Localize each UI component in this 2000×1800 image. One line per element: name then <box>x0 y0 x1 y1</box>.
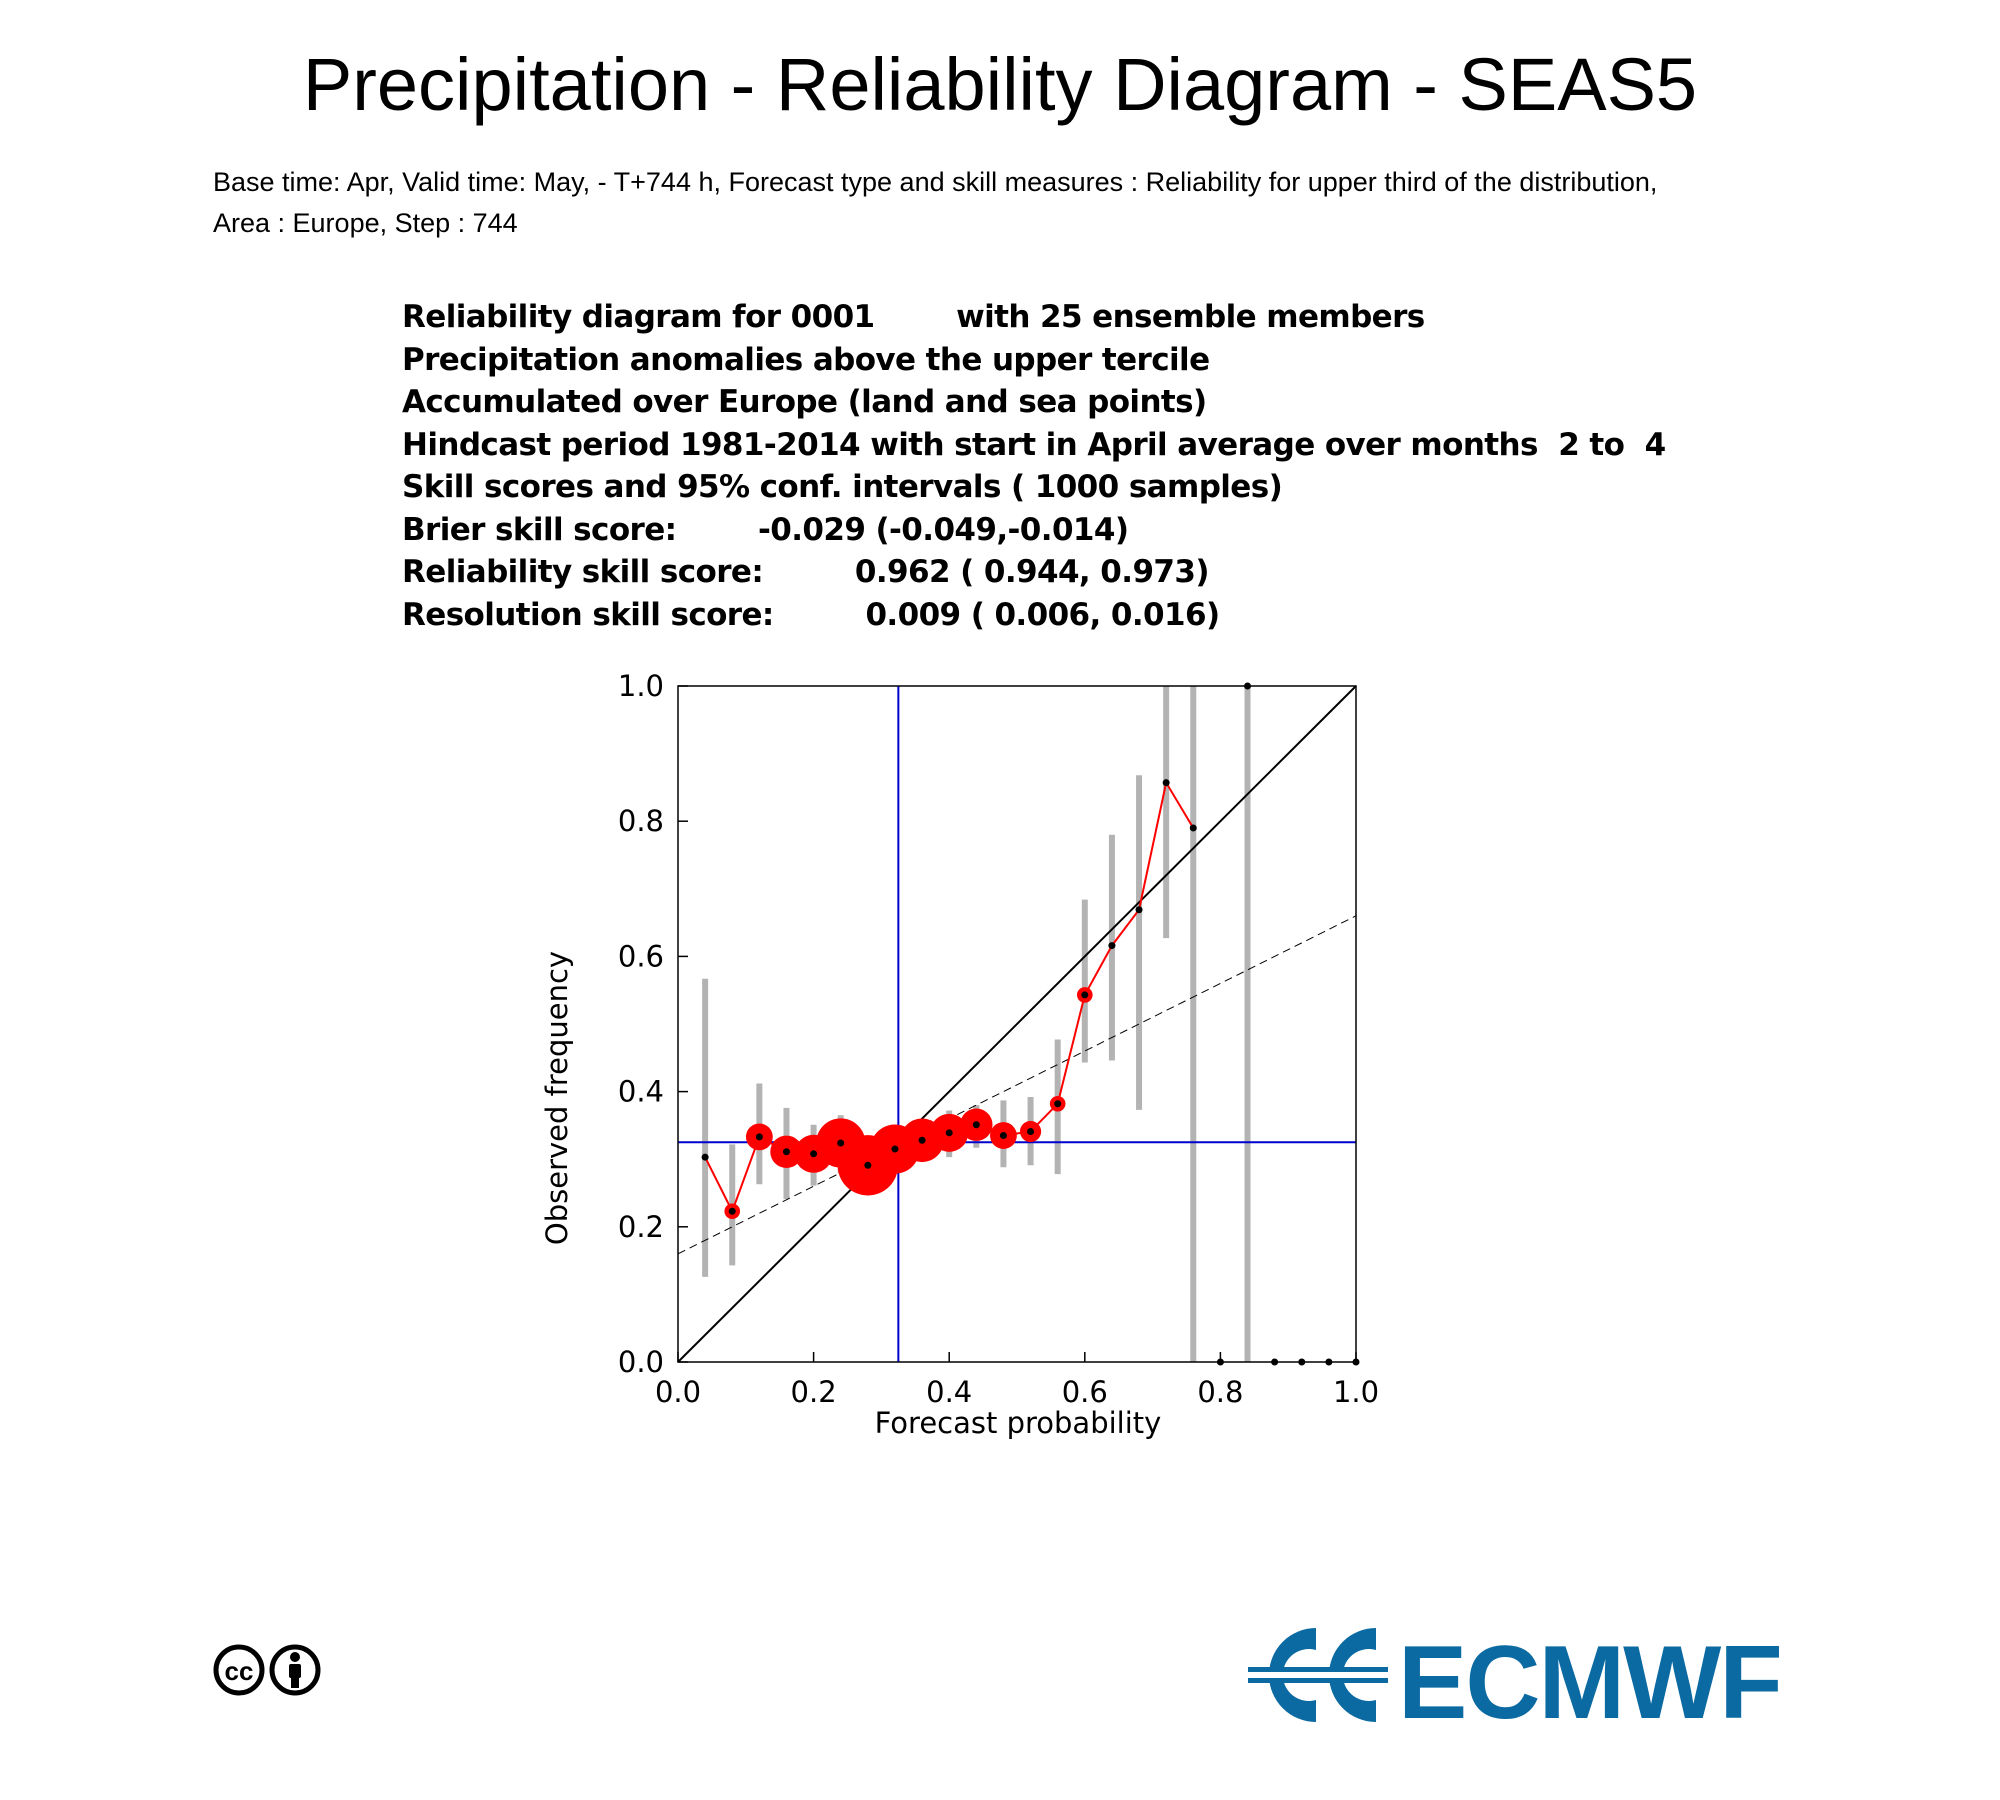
x-axis-label: Forecast probability <box>875 1406 1162 1440</box>
plot-area: 0.00.0 0.2 0.2 0.4 0.4 0.6 0.6 0.8 0.8 1.0 1.0 <box>618 669 1379 1409</box>
data-point <box>837 1139 845 1147</box>
data-point <box>728 1207 736 1215</box>
info-line: Accumulated over Europe (land and sea po… <box>402 384 1207 420</box>
x-tick-label: 0.4 <box>926 1375 972 1409</box>
svg-text:ECMWF: ECMWF <box>1398 1625 1781 1730</box>
x-tick-label: 0.6 <box>1062 1375 1108 1409</box>
y-tick-label: 0.2 <box>618 1210 664 1244</box>
data-point <box>782 1148 790 1156</box>
y-tick-label: 0.6 <box>618 939 664 973</box>
data-point <box>1027 1127 1035 1135</box>
x-tick-label: 0.0 <box>655 1375 701 1409</box>
y-tick-label: 0.8 <box>618 804 664 838</box>
data-point <box>1189 824 1197 832</box>
data-point <box>1108 942 1116 950</box>
y-tick-label: 1.0 <box>618 669 664 703</box>
data-point <box>1054 1100 1062 1108</box>
x-tick-label: 0.8 <box>1197 1375 1243 1409</box>
data-point <box>864 1161 872 1169</box>
regression-line <box>677 915 1357 1255</box>
x-tick-label: 1.0 <box>1333 1375 1379 1409</box>
svg-text:cc: cc <box>225 1656 254 1686</box>
y-tick-label: 0.0 <box>618 1345 664 1379</box>
perfect-reliability-diagonal <box>677 685 1357 1363</box>
subtitle: Base time: Apr, Valid time: May, - T+744… <box>213 162 1833 244</box>
subtitle-line-2: Area : Europe, Step : 744 <box>213 208 518 238</box>
x-tick-label: 0.2 <box>791 1375 837 1409</box>
data-point <box>755 1133 763 1141</box>
y-axis-label: Observed frequency <box>540 951 574 1245</box>
data-point <box>972 1121 980 1129</box>
info-line: Precipitation anomalies above the upper … <box>402 341 1210 378</box>
info-line: Brier skill score: -0.029 (-0.049,-0.014… <box>402 511 1129 548</box>
info-line: Reliability skill score: 0.962 ( 0.944, … <box>402 554 1210 590</box>
y-tick-label: 0.4 <box>618 1075 664 1109</box>
page-title: Precipitation - Reliability Diagram - SE… <box>302 43 1698 126</box>
data-point <box>1081 991 1089 999</box>
data-point <box>701 1153 709 1161</box>
data-point <box>1162 779 1170 787</box>
ecmwf-logo: ECMWF <box>1248 1625 1783 1730</box>
data-point <box>1135 906 1143 914</box>
data-point <box>999 1132 1007 1140</box>
info-line: Resolution skill score: 0.009 ( 0.006, 0… <box>402 596 1220 633</box>
info-line: Hindcast period 1981-2014 with start in … <box>402 426 1666 463</box>
subtitle-line-1: Base time: Apr, Valid time: May, - T+744… <box>213 167 1658 197</box>
skill-info-block: Reliability diagram for 0001 with 25 ens… <box>402 296 1666 636</box>
data-point <box>810 1150 818 1158</box>
info-line: Reliability diagram for 0001 with 25 ens… <box>402 299 1425 335</box>
cc-by-icon: cc <box>213 1644 321 1696</box>
info-line: Skill scores and 95% conf. intervals ( 1… <box>402 469 1283 505</box>
plot-frame <box>677 685 1357 1363</box>
data-point <box>891 1145 899 1153</box>
data-point <box>945 1129 953 1137</box>
data-point <box>918 1136 926 1144</box>
